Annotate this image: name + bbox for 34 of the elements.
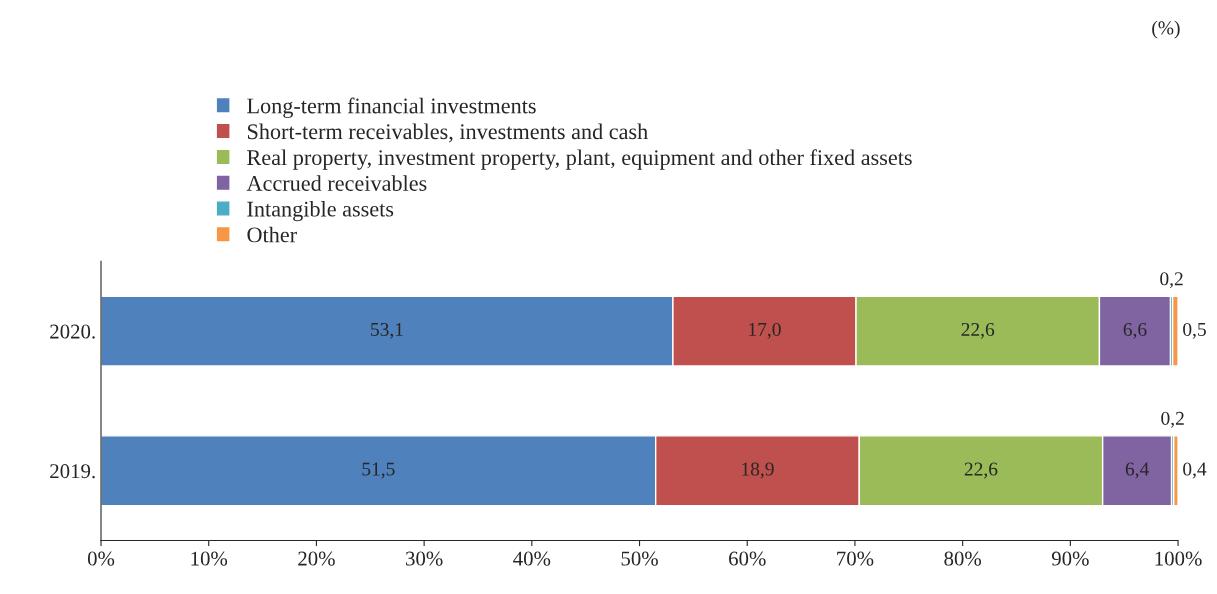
data-label: 0,5 (1183, 322, 1206, 339)
x-tick-label: 90% (1051, 551, 1089, 566)
data-label: 51,5 (362, 462, 395, 479)
bar (1173, 435, 1179, 507)
data-label: 22,6 (964, 462, 998, 479)
x-tick-label: 10% (191, 551, 228, 566)
data-label: 6,4 (1125, 462, 1149, 479)
data-label: 6,6 (1123, 322, 1147, 339)
data-label: 22,6 (961, 322, 995, 339)
data-label: 53,1 (371, 322, 403, 339)
data-label: 0,2 (1161, 411, 1184, 428)
x-tick-label: 70% (837, 551, 874, 566)
bar (1171, 295, 1179, 367)
y-tick-label: 2020. (50, 324, 95, 339)
legend-label: Intangible assets (247, 200, 394, 222)
x-tick-label: 80% (944, 551, 982, 566)
data-label: 0,4 (1183, 462, 1207, 479)
legend-label: Accrued receivables (246, 175, 427, 191)
y-tick-label: 2019. (50, 464, 95, 479)
x-tick-label: 40% (513, 551, 551, 566)
legend-label: Short-term receivables, investments and cash (247, 123, 648, 143)
x-tick-label: 60% (729, 551, 766, 566)
legend-label: Long-term financial investments (247, 97, 536, 118)
x-tick-label: 20% (298, 551, 335, 566)
x-tick-label: 100% (1155, 551, 1202, 566)
x-tick-label: 0% (87, 551, 115, 566)
legend-label: Real property, investment property, plant, equipment and other fixed assets (247, 149, 912, 170)
data-label: 18,9 (742, 462, 774, 479)
legend-label: Other (247, 226, 297, 243)
text: (%) (1152, 20, 1180, 39)
x-tick-label: 50% (621, 551, 658, 566)
x-tick-label: 30% (406, 551, 443, 566)
data-label: 17,0 (749, 322, 781, 339)
data-label: 0,2 (1160, 272, 1183, 289)
